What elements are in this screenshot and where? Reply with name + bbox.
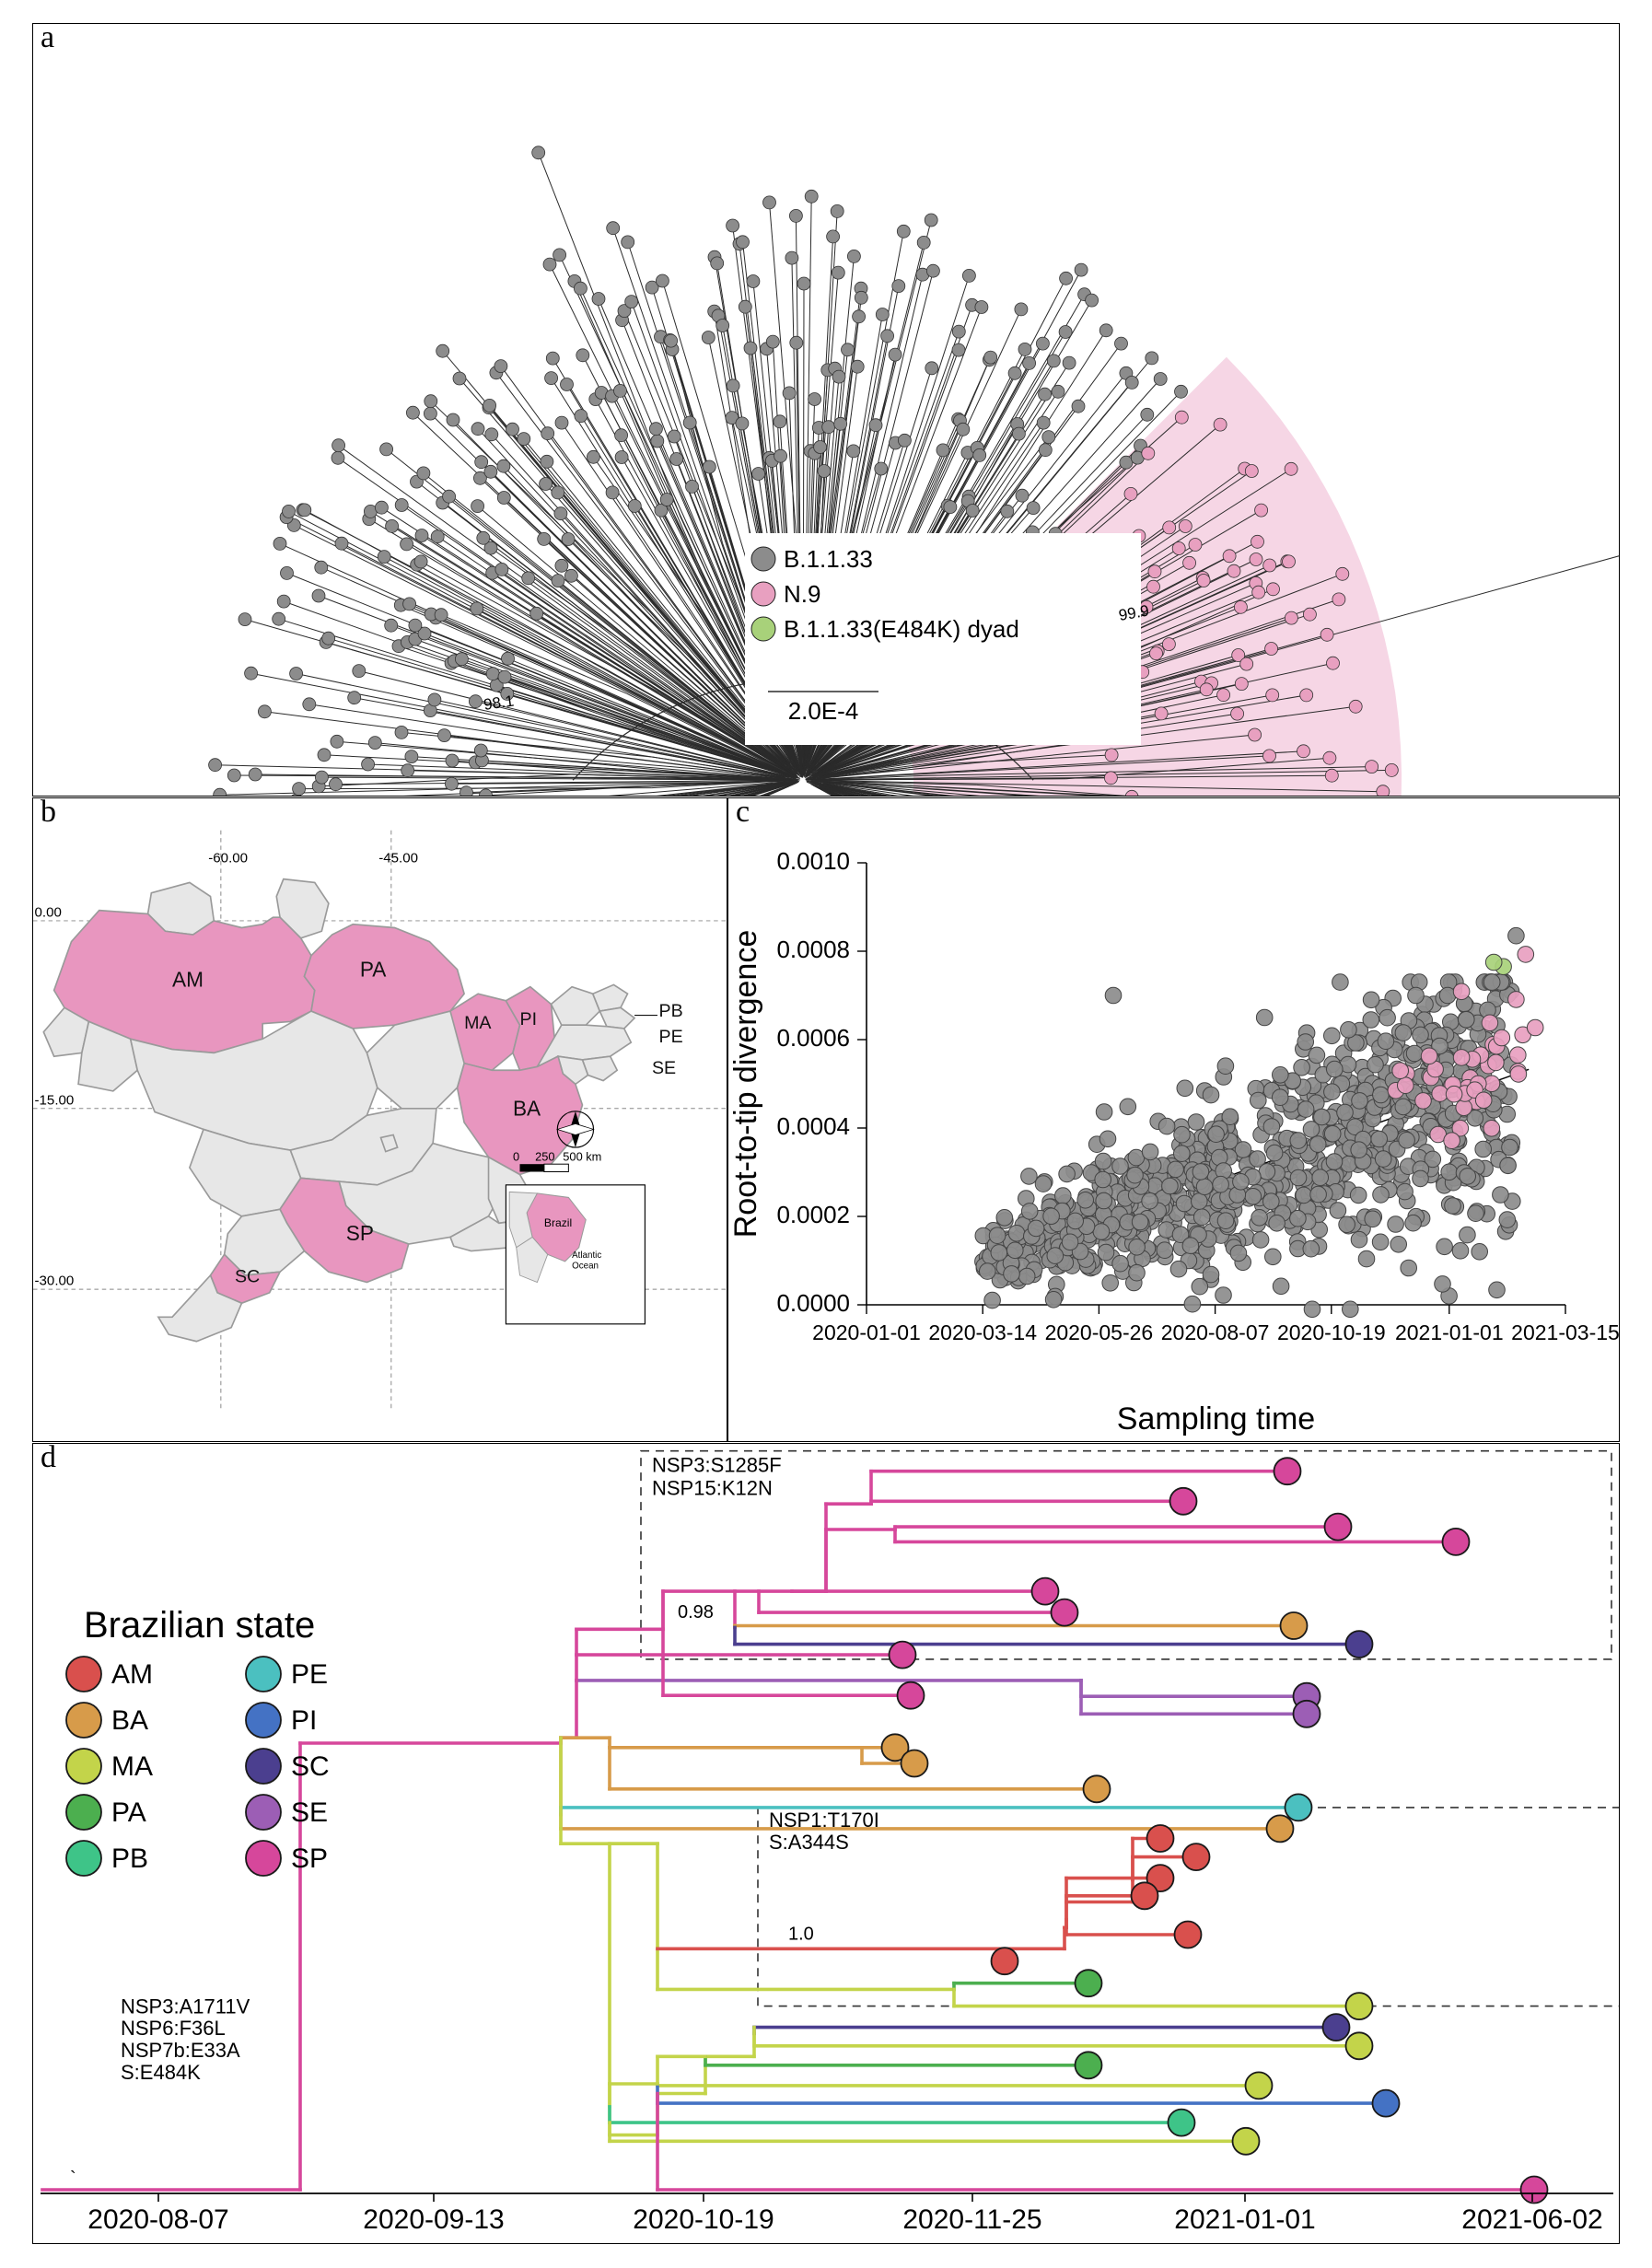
svg-text:SC: SC xyxy=(291,1751,330,1782)
svg-text:NSP1:T170I: NSP1:T170I xyxy=(769,1809,879,1832)
svg-text:AM: AM xyxy=(111,1659,153,1690)
svg-text:0.98: 0.98 xyxy=(678,1602,714,1622)
svg-text:SP: SP xyxy=(346,1221,374,1245)
svg-text:PA: PA xyxy=(360,957,387,981)
svg-text:2021-03-15: 2021-03-15 xyxy=(1511,1320,1620,1344)
svg-text:-30.00: -30.00 xyxy=(35,1274,75,1289)
svg-text:-15.00: -15.00 xyxy=(35,1092,75,1108)
svg-text:PB: PB xyxy=(111,1843,148,1874)
svg-text:0.0008: 0.0008 xyxy=(776,936,850,963)
svg-text:`: ` xyxy=(70,2169,76,2189)
svg-text:NSP6:F36L: NSP6:F36L xyxy=(121,2017,226,2040)
svg-text:PE: PE xyxy=(291,1659,328,1690)
svg-text:NSP15:K12N: NSP15:K12N xyxy=(652,1477,773,1500)
svg-text:0.00: 0.00 xyxy=(35,904,62,920)
svg-text:0.0004: 0.0004 xyxy=(776,1112,850,1140)
svg-text:2020-03-14: 2020-03-14 xyxy=(928,1320,1037,1344)
svg-text:98.1: 98.1 xyxy=(483,692,515,714)
svg-text:NSP3:S1285F: NSP3:S1285F xyxy=(652,1454,782,1477)
svg-text:2021-01-01: 2021-01-01 xyxy=(1174,2204,1315,2235)
svg-text:2020-05-26: 2020-05-26 xyxy=(1045,1320,1154,1344)
svg-text:2.0E-4: 2.0E-4 xyxy=(788,697,859,725)
svg-text:PE: PE xyxy=(659,1027,683,1047)
svg-text:S:E484K: S:E484K xyxy=(121,2061,201,2084)
svg-text:2020-08-07: 2020-08-07 xyxy=(1161,1320,1270,1344)
svg-text:NSP7b:E33A: NSP7b:E33A xyxy=(121,2039,240,2062)
svg-text:B.1.1.33: B.1.1.33 xyxy=(784,545,873,573)
svg-text:Root-to-tip divergence: Root-to-tip divergence xyxy=(728,930,763,1239)
svg-text:S:A344S: S:A344S xyxy=(769,1831,849,1854)
svg-text:2021-06-02: 2021-06-02 xyxy=(1461,2204,1602,2235)
svg-text:Brazil: Brazil xyxy=(544,1216,572,1229)
svg-text:Atlantic: Atlantic xyxy=(572,1250,601,1261)
svg-text:2020-08-07: 2020-08-07 xyxy=(87,2204,228,2235)
svg-text:Sampling time: Sampling time xyxy=(1117,1402,1315,1436)
svg-text:0.0000: 0.0000 xyxy=(776,1289,850,1317)
svg-text:BA: BA xyxy=(513,1096,541,1120)
svg-text:MA: MA xyxy=(464,1013,492,1033)
svg-text:Brazilian state: Brazilian state xyxy=(84,1605,315,1646)
svg-text:PI: PI xyxy=(520,1009,538,1029)
svg-text:1.0: 1.0 xyxy=(788,1925,814,1945)
svg-text:PA: PA xyxy=(111,1797,146,1828)
svg-text:NSP3:A1711V: NSP3:A1711V xyxy=(121,1995,250,2018)
svg-text:-45.00: -45.00 xyxy=(378,851,418,866)
svg-text:Ocean: Ocean xyxy=(572,1261,599,1271)
svg-text:0: 0 xyxy=(513,1149,519,1163)
svg-text:0.0002: 0.0002 xyxy=(776,1201,850,1228)
svg-text:500 km: 500 km xyxy=(563,1149,601,1163)
svg-text:SP: SP xyxy=(291,1843,328,1874)
svg-text:-60.00: -60.00 xyxy=(208,851,248,866)
svg-text:B.1.1.33(E484K) dyad: B.1.1.33(E484K) dyad xyxy=(784,615,1019,643)
svg-text:2021-01-01: 2021-01-01 xyxy=(1395,1320,1504,1344)
svg-text:N.9: N.9 xyxy=(784,580,820,608)
svg-text:SC: SC xyxy=(235,1267,260,1287)
svg-text:2020-09-13: 2020-09-13 xyxy=(363,2204,504,2235)
svg-text:SE: SE xyxy=(291,1797,328,1828)
svg-text:PI: PI xyxy=(291,1705,317,1736)
svg-text:2020-10-19: 2020-10-19 xyxy=(633,2204,774,2235)
svg-text:2020-10-19: 2020-10-19 xyxy=(1277,1320,1386,1344)
svg-text:2020-11-25: 2020-11-25 xyxy=(902,2204,1041,2235)
svg-text:0.0010: 0.0010 xyxy=(776,847,850,875)
svg-text:AM: AM xyxy=(172,968,204,992)
svg-text:PB: PB xyxy=(659,1001,683,1021)
svg-text:MA: MA xyxy=(111,1751,153,1782)
svg-text:SE: SE xyxy=(652,1058,676,1078)
svg-text:2020-01-01: 2020-01-01 xyxy=(812,1320,921,1344)
svg-text:250: 250 xyxy=(535,1149,554,1163)
svg-text:BA: BA xyxy=(111,1705,148,1736)
svg-text:0.0006: 0.0006 xyxy=(776,1024,850,1052)
